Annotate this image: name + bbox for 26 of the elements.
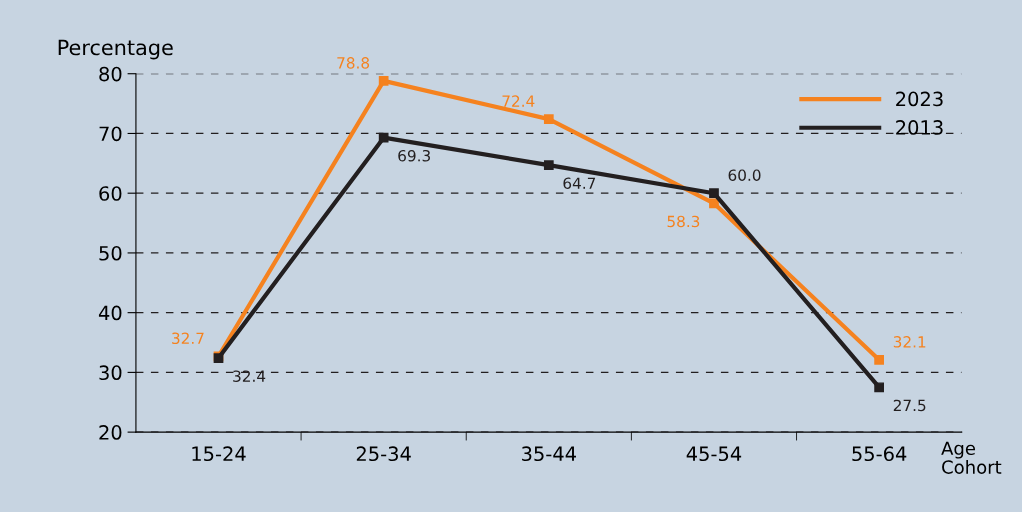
y-tick-label: 40 (98, 305, 122, 321)
legend-label: 2023 (896, 91, 943, 107)
data-label: 32.7 (172, 332, 204, 345)
data-label: 32.4 (233, 370, 266, 382)
x-tick-label: 15-24 (192, 446, 246, 462)
x-tick-label: 35-44 (522, 446, 576, 462)
x-tick-label: 45-54 (686, 446, 742, 462)
data-label: 58.3 (667, 215, 700, 228)
y-tick-label: 30 (99, 365, 122, 381)
data-label: 72.4 (502, 95, 535, 107)
data-label: 78.8 (337, 57, 370, 69)
x-tick-label: 55-64 (852, 446, 907, 462)
data-label: 64.7 (563, 177, 596, 189)
y-tick-label: 60 (99, 186, 122, 201)
y-tick-label: 20 (99, 425, 122, 440)
data-label: 32.1 (893, 336, 926, 348)
y-tick-label: 80 (99, 66, 122, 82)
data-label: 60.0 (728, 169, 761, 181)
x-axis-title: Age Cohort (941, 441, 1002, 474)
legend-label: 2013 (896, 120, 943, 135)
y-tick-label: 70 (99, 126, 122, 142)
data-label: 69.3 (398, 149, 430, 162)
y-axis-title: Percentage (58, 39, 173, 60)
x-tick-label: 25-34 (356, 446, 411, 462)
y-tick-label: 50 (99, 245, 122, 261)
data-label: 27.5 (893, 399, 926, 412)
